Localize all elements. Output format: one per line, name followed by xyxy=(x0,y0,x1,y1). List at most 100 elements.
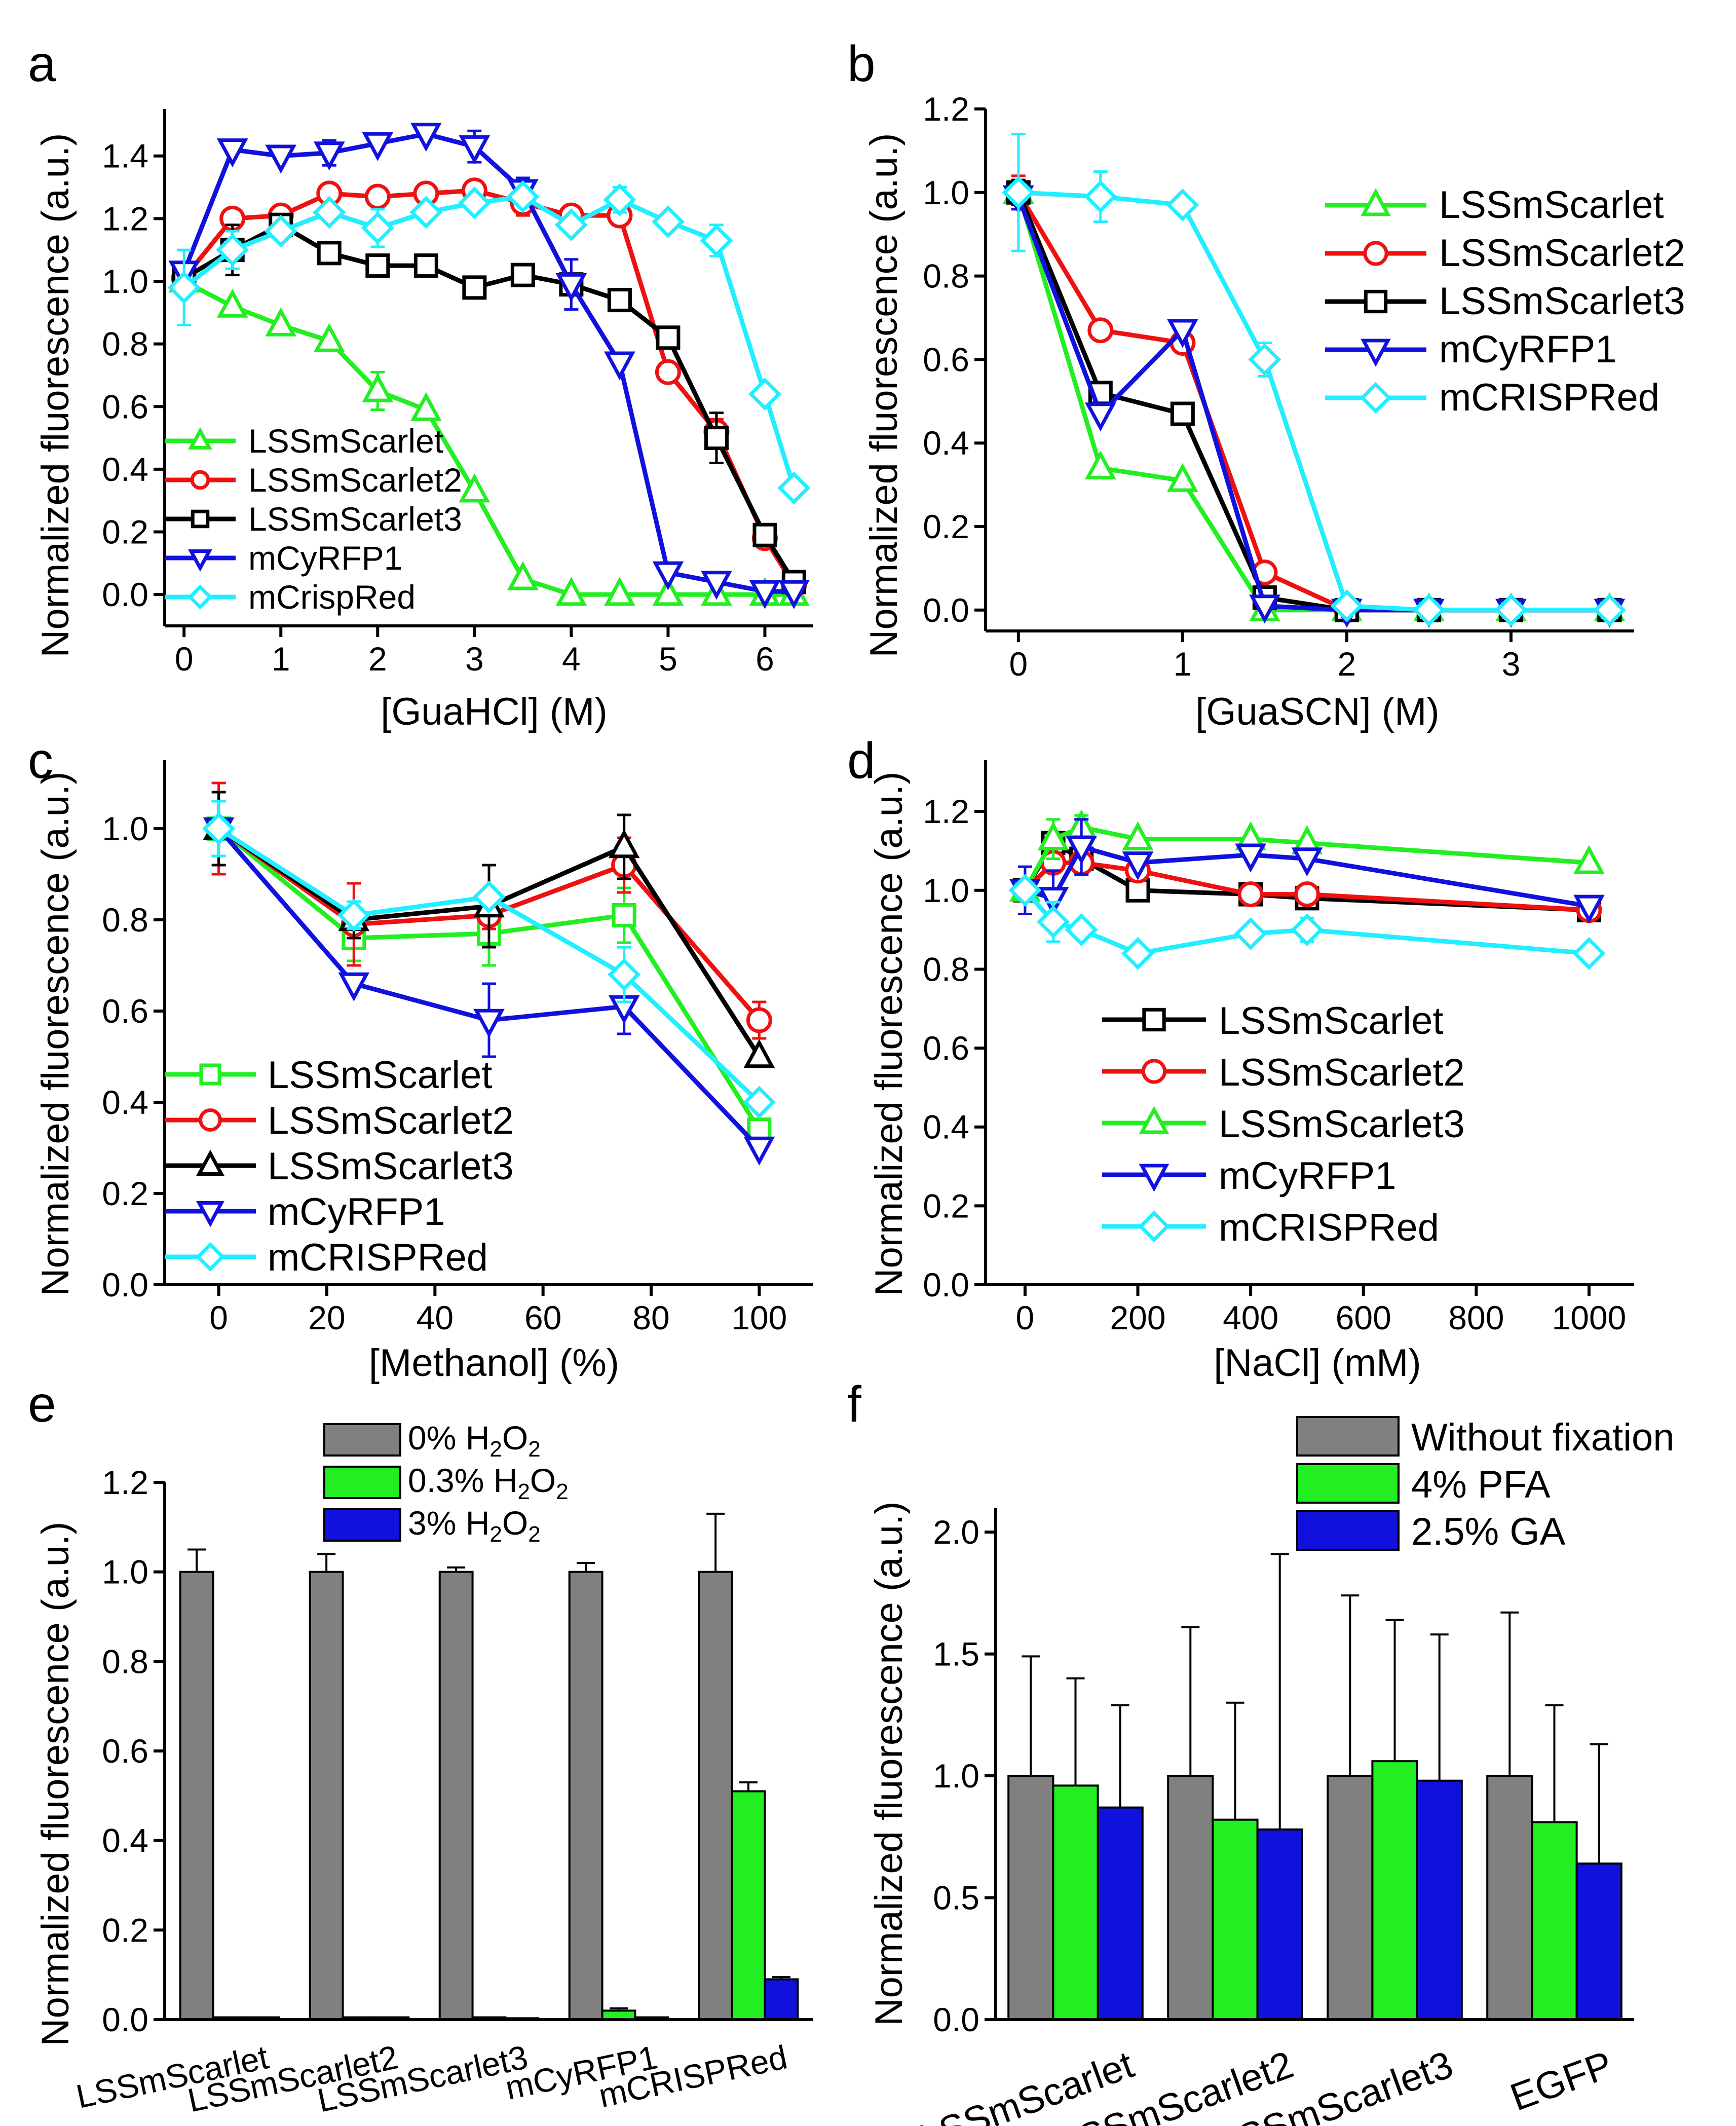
panel-a-point xyxy=(459,135,490,165)
panel-c-xtick-label: 80 xyxy=(632,1299,669,1336)
panel-f-ytick-label: 1.5 xyxy=(933,1635,979,1673)
panel-d-legend-marker xyxy=(1139,1164,1169,1192)
panel-f-ytick-label: 1.0 xyxy=(933,1757,979,1795)
panel-a-ytick-label: 0.2 xyxy=(102,513,148,551)
svg-text:mCyRFP1: mCyRFP1 xyxy=(248,539,402,577)
svg-text:0.3% H2O2: 0.3% H2O2 xyxy=(408,1462,569,1504)
panel-f-bar xyxy=(1531,1821,1578,2021)
panel-a-point xyxy=(700,224,733,257)
panel-e-ylabel: Normalized fluorescence (a.u.) xyxy=(34,1522,77,2046)
panel-a-point xyxy=(462,275,487,300)
panel-a-point xyxy=(410,392,442,421)
panel-e-ytick-label: 0.6 xyxy=(102,1732,148,1770)
svg-text:LSSmScarlet: LSSmScarlet xyxy=(1219,999,1444,1042)
panel-a-legend-marker xyxy=(190,470,210,490)
panel-e-bar xyxy=(568,1571,603,2021)
panel-d-point xyxy=(1008,874,1042,907)
svg-text:mCyRFP1: mCyRFP1 xyxy=(1219,1154,1396,1198)
panel-f-legend-entry-2: 2.5% GA xyxy=(1296,1510,1565,1553)
panel-b: b 0.0 0.2 0.4 0.6 0.8 1.0 1.2 0 1 2 3 Normalized f… xyxy=(847,35,1685,733)
panel-a-xtick-label: 5 xyxy=(659,640,677,678)
panel-b-point xyxy=(1166,319,1198,348)
svg-text:mCRISPRed: mCRISPRed xyxy=(1219,1206,1439,1249)
panel-b-ytick-label: 0.8 xyxy=(923,257,969,295)
panel-d-point xyxy=(1066,835,1098,865)
svg-text:LSSmScarlet: LSSmScarlet xyxy=(1439,183,1664,227)
panel-e-plot xyxy=(179,1512,799,2021)
svg-text:3% H2O2: 3% H2O2 xyxy=(408,1504,541,1547)
panel-a-xtick-label: 6 xyxy=(756,640,774,678)
panel-c-ytick-label: 0.8 xyxy=(102,901,148,939)
svg-text:LSSmScarlet3: LSSmScarlet3 xyxy=(248,500,462,538)
panel-b-point xyxy=(1494,593,1528,627)
panel-e-legend-swatch xyxy=(323,1508,401,1542)
svg-text:LSSmScarlet2: LSSmScarlet2 xyxy=(1219,1051,1465,1094)
panel-b-legend-marker xyxy=(1361,188,1391,216)
panel-c-ylabel: Normalized fluorescence (a.u.) xyxy=(34,772,77,1296)
panel-a-point xyxy=(317,241,342,266)
panel-d-letter: d xyxy=(847,732,876,789)
panel-f-bar xyxy=(1256,1828,1303,2021)
panel-d-ytick-label: 0.0 xyxy=(923,1266,969,1303)
panel-d-point xyxy=(1065,913,1098,947)
panel-c-point xyxy=(743,1136,775,1166)
panel-b-legend-entry-2: LSSmScarlet3 xyxy=(1325,280,1685,323)
panel-f-legend-entry-0: Without fixation xyxy=(1296,1416,1675,1459)
panel-b-legend-marker xyxy=(1363,241,1388,266)
panel-d-point xyxy=(1573,845,1605,874)
panel-c-point xyxy=(612,903,636,927)
panel-d-xtick-label: 600 xyxy=(1336,1299,1391,1336)
panel-c-legend-marker xyxy=(199,1063,221,1086)
panel-d-legend-entry-4: mCRISPRed xyxy=(1102,1206,1439,1249)
panel-f-legend-swatch xyxy=(1296,1510,1400,1551)
panel-c-legend-marker xyxy=(196,1149,224,1176)
panel-a-point xyxy=(555,577,587,606)
panel-a-legend-entry-2: LSSmScarlet3 xyxy=(165,500,462,538)
panel-a-legend-entry-1: LSSmScarlet2 xyxy=(165,461,462,499)
panel-b-point xyxy=(1084,180,1117,213)
panel-f-bar xyxy=(1212,1818,1259,2021)
svg-text:LSSmScarlet3: LSSmScarlet3 xyxy=(1219,1103,1465,1146)
panel-d-legend-entry-2: LSSmScarlet3 xyxy=(1102,1103,1465,1146)
panel-e-legend-swatch xyxy=(323,1423,401,1457)
panel-a: a 0.0 0.2 0.4 0.6 0.8 1.0 1.2 1.4 0 1 2 3 4 5 6 Normal… xyxy=(28,35,813,733)
panel-f-plot xyxy=(1007,1553,1622,2021)
panel-c-point xyxy=(742,1086,776,1119)
svg-text:LSSmScarlet3: LSSmScarlet3 xyxy=(1439,280,1685,323)
panel-a-point xyxy=(216,138,248,168)
panel-d-point xyxy=(1235,843,1267,873)
panel-b-point xyxy=(1084,402,1116,432)
panel-b-point xyxy=(1002,176,1035,209)
panel-d-legend: LSSmScarlet LSSmScarlet2 LSSmScarlet3 mC… xyxy=(1102,999,1465,1249)
svg-text:LSSmScarlet: LSSmScarlet xyxy=(248,422,443,460)
panel-a-point xyxy=(458,187,491,219)
panel-d-legend-entry-3: mCyRFP1 xyxy=(1102,1154,1396,1198)
panel-e-legend-swatch xyxy=(323,1466,401,1499)
panel-c-point xyxy=(202,812,236,845)
panel-b-ylabel: Normalized fluorescence (a.u.) xyxy=(862,133,905,658)
panel-a-point xyxy=(752,523,777,547)
panel-a-legend: LSSmScarlet LSSmScarlet2 LSSmScarlet3 mC… xyxy=(165,422,462,616)
panel-a-letter: a xyxy=(28,35,56,92)
panel-d-legend-marker xyxy=(1141,1059,1167,1084)
panel-a-plot xyxy=(167,123,811,609)
panel-a-series-4 xyxy=(167,180,811,505)
svg-text:Without fixation: Without fixation xyxy=(1411,1416,1675,1459)
panel-a-point xyxy=(604,577,635,606)
svg-text:2.5% GA: 2.5% GA xyxy=(1411,1510,1565,1553)
panel-d-point xyxy=(1037,887,1069,916)
panel-f-bar xyxy=(1575,1862,1622,2021)
panel-d-xtick-label: 200 xyxy=(1110,1299,1165,1336)
panel-a-point xyxy=(506,180,540,213)
panel-d-point xyxy=(1234,917,1267,950)
panel-d-legend-marker xyxy=(1142,1008,1166,1032)
panel-a-point xyxy=(777,471,811,505)
panel-d-series-4 xyxy=(1008,874,1606,970)
panel-f-bar xyxy=(1486,1775,1533,2021)
panel-a-legend-marker xyxy=(191,509,210,529)
panel-a-legend-entry-4: mCrispRed xyxy=(165,578,416,616)
panel-a-legend-marker xyxy=(187,584,213,610)
panel-b-legend-entry-0: LSSmScarlet xyxy=(1325,183,1664,227)
panel-a-legend-marker xyxy=(188,549,212,572)
panel-c-legend: LSSmScarlet LSSmScarlet2 LSSmScarlet3 mC… xyxy=(165,1054,514,1279)
